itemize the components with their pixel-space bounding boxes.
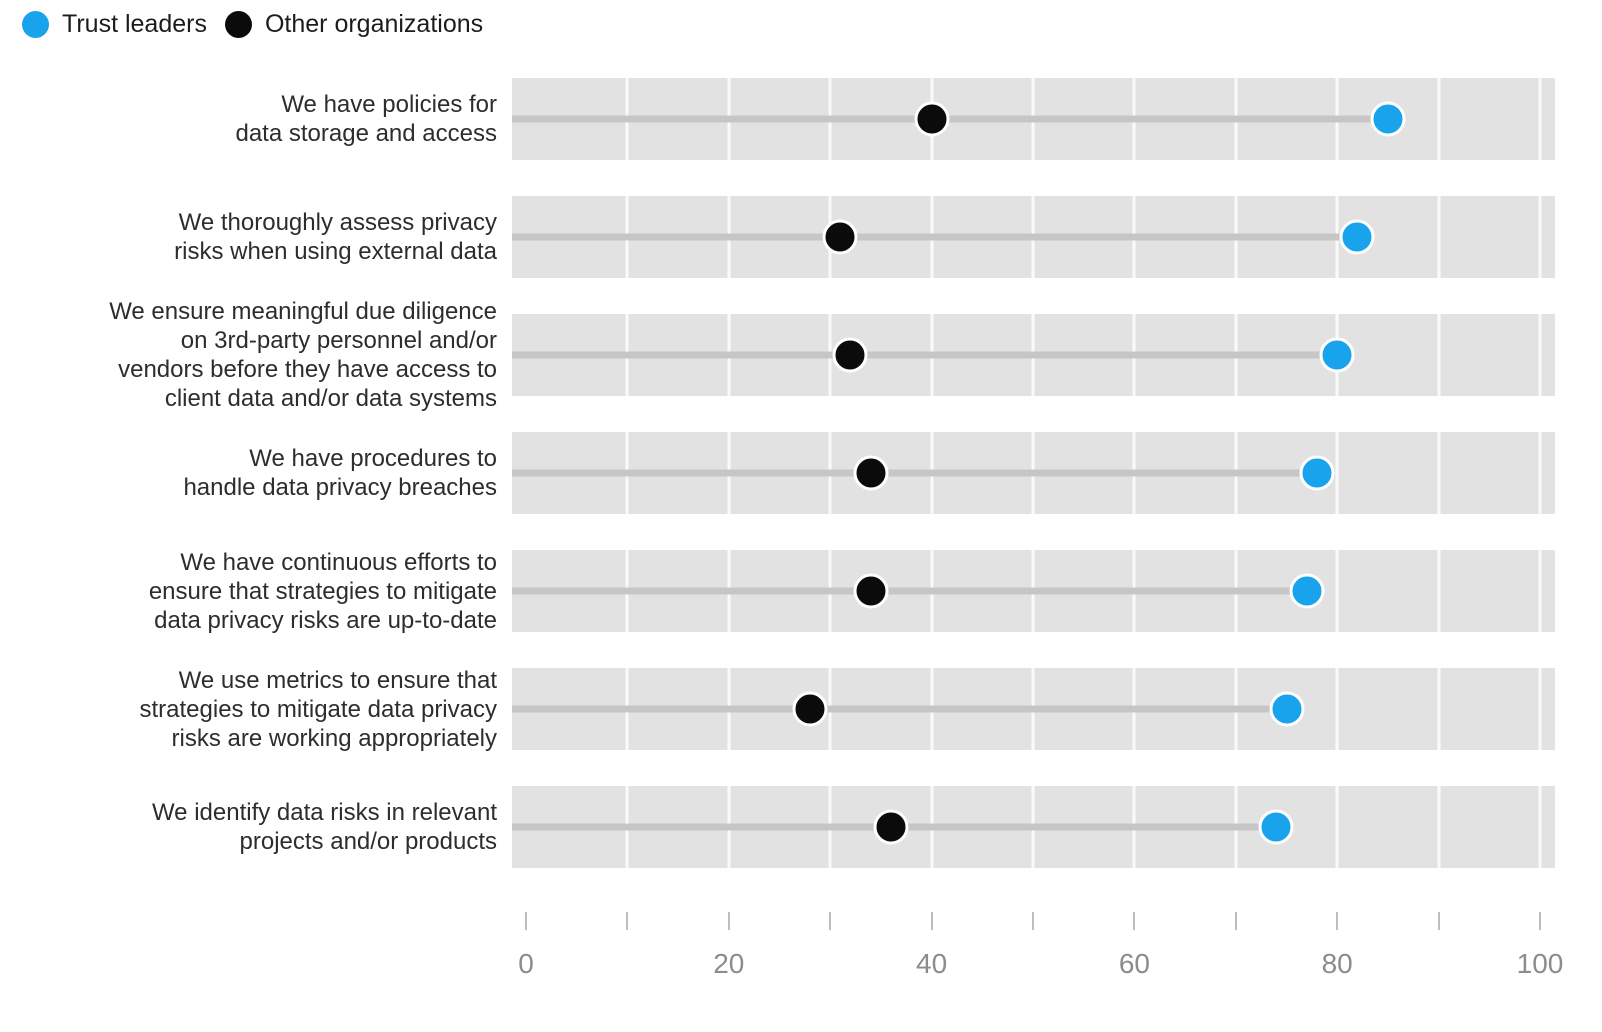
category-label: We have policies for data storage and ac…	[235, 91, 497, 147]
connector-line	[512, 469, 1317, 477]
gridline	[1437, 314, 1441, 396]
row-band	[512, 78, 1555, 160]
dot-other-organizations	[853, 573, 889, 609]
x-axis-tick	[1133, 912, 1136, 930]
connector-line	[512, 115, 1388, 123]
row-scale	[512, 668, 1542, 750]
dot-other-organizations	[822, 219, 858, 255]
row-scale	[512, 432, 1542, 514]
dot-other-organizations	[792, 691, 828, 727]
chart-row: We identify data risks in relevant proje…	[0, 786, 1602, 868]
dot-trust-leaders	[1299, 455, 1335, 491]
chart-row: We thoroughly assess privacy risks when …	[0, 196, 1602, 278]
dot-other-organizations	[914, 101, 950, 137]
category-label: We have continuous efforts to ensure tha…	[148, 548, 497, 634]
chart-row: We have procedures to handle data privac…	[0, 432, 1602, 514]
legend: Trust leaders Other organizations	[22, 10, 483, 39]
connector-line	[512, 705, 1287, 713]
x-axis-tick-label: 40	[916, 948, 948, 979]
gridline	[1437, 196, 1441, 278]
gridline	[1437, 786, 1441, 868]
row-band	[512, 550, 1555, 632]
row-band	[512, 786, 1555, 868]
connector-line	[512, 587, 1307, 595]
category-label: We have procedures to handle data privac…	[183, 445, 497, 501]
x-axis-tick	[525, 912, 527, 930]
gridline	[1538, 786, 1542, 868]
row-scale	[512, 550, 1542, 632]
category-label: We ensure meaningful due diligence on 3r…	[109, 298, 497, 412]
x-axis-tick	[727, 912, 730, 930]
x-axis-tick	[626, 912, 629, 930]
legend-label-trust-leaders: Trust leaders	[62, 10, 207, 38]
dot-other-organizations	[832, 337, 868, 373]
gridline	[1335, 668, 1339, 750]
x-axis-tick-label: 0	[518, 948, 534, 979]
row-scale	[512, 78, 1542, 160]
x-axis-tick	[1032, 912, 1034, 930]
x-axis-tick	[1234, 912, 1237, 930]
gridline	[1538, 78, 1542, 160]
x-axis-tick-label: 80	[1321, 948, 1353, 979]
gridline	[1538, 314, 1542, 396]
legend-swatch-trust-leaders	[22, 11, 49, 38]
gridline	[1437, 78, 1441, 160]
chart-row: We use metrics to ensure that strategies…	[0, 666, 1602, 752]
gridline	[1538, 668, 1542, 750]
chart-rows: We have policies for data storage and ac…	[0, 78, 1602, 868]
row-band	[512, 314, 1555, 396]
row-band	[512, 668, 1555, 750]
row-band	[512, 196, 1555, 278]
category-label: We identify data risks in relevant proje…	[151, 799, 497, 855]
dumbbell-chart: We have policies for data storage and ac…	[0, 78, 1602, 904]
x-axis-ticks: 0 20 40 60 80 100	[518, 912, 1563, 1032]
row-scale	[512, 786, 1542, 868]
x-axis-tick	[1539, 912, 1541, 930]
dot-trust-leaders	[1289, 573, 1325, 609]
category-label: We thoroughly assess privacy risks when …	[174, 209, 497, 265]
x-axis-tick	[829, 912, 832, 930]
x-axis-tick	[930, 912, 933, 930]
gridline	[1538, 550, 1542, 632]
connector-line	[512, 233, 1358, 241]
chart-row: We have continuous efforts to ensure tha…	[0, 548, 1602, 634]
gridline	[1538, 432, 1542, 514]
gridline	[1335, 432, 1339, 514]
gridline	[1335, 786, 1339, 868]
legend-item-trust-leaders: Trust leaders	[22, 10, 207, 39]
gridline	[1335, 550, 1339, 632]
x-axis-scale: 0 20 40 60 80 100	[512, 912, 1563, 1032]
dot-trust-leaders	[1269, 691, 1304, 727]
gridline	[1437, 432, 1441, 514]
x-axis-tick-label: 60	[1118, 948, 1150, 979]
x-axis-tick-label: 100	[1516, 948, 1564, 979]
legend-item-other-organizations: Other organizations	[224, 10, 484, 39]
x-axis-tick-label: 20	[713, 948, 745, 979]
legend-swatch-other-organizations	[224, 11, 252, 38]
row-band	[512, 432, 1555, 514]
gridline	[1538, 196, 1542, 278]
row-scale	[512, 196, 1542, 278]
chart-row: We ensure meaningful due diligence on 3r…	[0, 298, 1602, 412]
dot-trust-leaders	[1370, 101, 1406, 137]
gridline	[1437, 550, 1441, 632]
chart-row: We have policies for data storage and ac…	[0, 78, 1602, 160]
connector-line	[512, 351, 1338, 359]
x-axis-spacer	[0, 946, 512, 1032]
dot-trust-leaders	[1319, 337, 1355, 373]
row-scale	[512, 314, 1542, 396]
x-axis-tick	[1437, 912, 1440, 930]
dot-trust-leaders	[1258, 809, 1294, 845]
x-axis: 0 20 40 60 80 100	[0, 912, 1602, 1032]
dot-other-organizations	[873, 809, 909, 845]
legend-label-other-organizations: Other organizations	[264, 10, 484, 38]
gridline	[1437, 668, 1441, 750]
x-axis-tick	[1336, 912, 1339, 930]
dot-other-organizations	[853, 455, 889, 491]
dot-trust-leaders	[1339, 219, 1375, 255]
category-label: We use metrics to ensure that strategies…	[139, 666, 497, 752]
